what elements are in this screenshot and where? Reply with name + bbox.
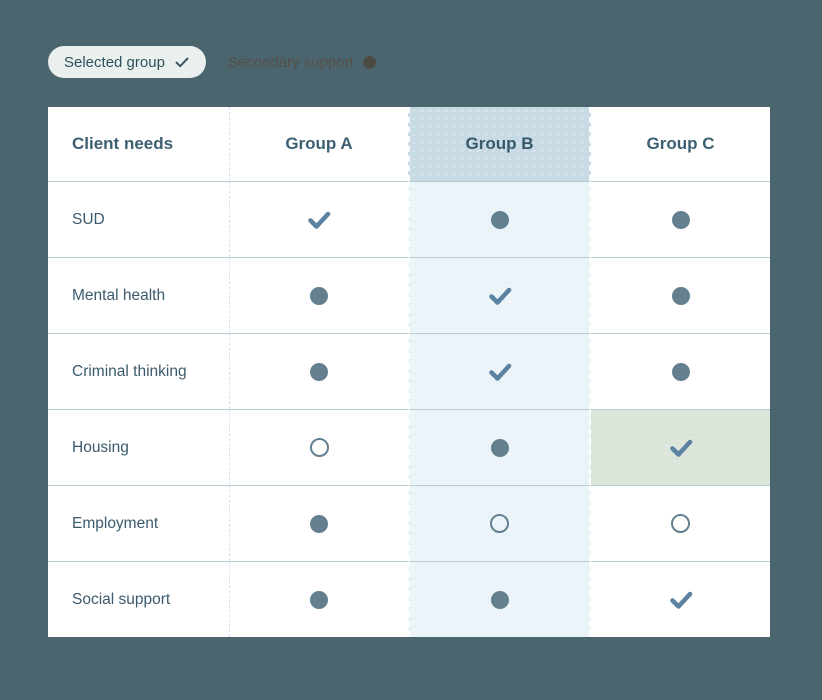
circle-outline-icon [671, 514, 690, 533]
check-icon [485, 357, 515, 387]
row-label-mental-health: Mental health [48, 257, 230, 333]
check-icon [666, 585, 696, 615]
cell-sud-group-a [230, 181, 408, 257]
cell-housing-group-a [230, 409, 408, 485]
cell-mental-health-group-c [591, 257, 770, 333]
cell-criminal-thinking-group-c [591, 333, 770, 409]
cell-mental-health-group-b [408, 257, 591, 333]
circle-outline-icon [309, 438, 329, 457]
row-label-sud: SUD [48, 181, 230, 257]
secondary-support-legend[interactable]: Secondary support [228, 54, 376, 71]
dot-icon [490, 438, 509, 457]
cell-employment-group-b [408, 485, 591, 561]
cell-criminal-thinking-group-a [230, 333, 408, 409]
cell-social-support-group-a [230, 561, 408, 637]
column-header-group-a[interactable]: Group A [230, 107, 408, 181]
check-icon [304, 205, 334, 235]
row-label-employment: Employment [48, 485, 230, 561]
cell-housing-group-b [408, 409, 591, 485]
cell-sud-group-c [591, 181, 770, 257]
dot-icon [310, 590, 328, 609]
dot-icon [310, 362, 328, 381]
dot-icon [490, 590, 509, 609]
dot-icon [490, 210, 509, 229]
cell-criminal-thinking-group-b [408, 333, 591, 409]
column-header-group-b[interactable]: Group B [408, 107, 591, 181]
row-label-social-support: Social support [48, 561, 230, 637]
legend: Selected group Secondary support [48, 46, 376, 78]
cell-social-support-group-b [408, 561, 591, 637]
dot-icon [362, 55, 376, 69]
check-icon [485, 281, 515, 311]
client-needs-table: Client needs Group A Group B Group C SUD… [48, 107, 770, 637]
check-icon [174, 54, 190, 70]
selected-group-chip[interactable]: Selected group [48, 46, 206, 78]
cell-employment-group-a [230, 485, 408, 561]
column-header-group-c[interactable]: Group C [591, 107, 770, 181]
secondary-support-label: Secondary support [227, 53, 354, 71]
dot-icon [671, 210, 690, 229]
selected-group-chip-label: Selected group [64, 53, 165, 71]
dot-icon [671, 362, 690, 381]
cell-mental-health-group-a [230, 257, 408, 333]
cell-social-support-group-c [591, 561, 770, 637]
check-icon [666, 433, 696, 463]
cell-sud-group-b [408, 181, 591, 257]
column-header-client-needs: Client needs [48, 107, 230, 181]
dot-icon [310, 514, 328, 533]
row-label-housing: Housing [48, 409, 230, 485]
cell-housing-group-c [591, 409, 770, 485]
row-label-criminal-thinking: Criminal thinking [48, 333, 230, 409]
circle-outline-icon [490, 514, 509, 533]
dot-icon [671, 286, 690, 305]
dot-icon [310, 286, 328, 305]
cell-employment-group-c [591, 485, 770, 561]
